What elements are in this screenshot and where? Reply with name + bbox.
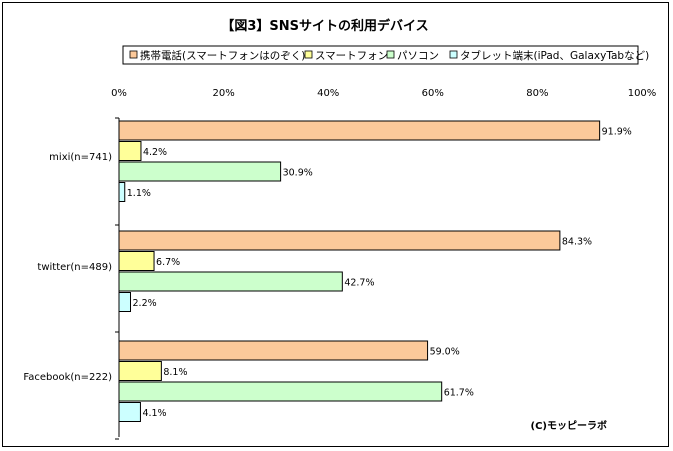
x-tick-label: 100% [628, 88, 657, 99]
bar-value-label: 4.2% [143, 147, 167, 158]
legend-label-3: タブレット端末(iPad、GalaxyTabなど) [460, 49, 649, 62]
legend-swatch-2 [386, 50, 395, 59]
bar-value-label: 61.7% [444, 388, 474, 399]
bar [118, 141, 142, 161]
bar-value-label: 4.1% [142, 408, 166, 419]
bar-value-label: 59.0% [430, 347, 460, 358]
bar-value-label: 2.2% [133, 298, 157, 309]
x-tick-label: 80% [526, 88, 548, 99]
x-tick-label: 20% [212, 88, 234, 99]
x-axis-ticks: 0% 20% 40% 60% 80% 100% [111, 88, 656, 99]
bar [118, 161, 282, 182]
bar [118, 230, 561, 251]
bar [118, 402, 141, 422]
category-label: Facebook(n=222) [23, 372, 112, 383]
legend-label-0: 携帯電話(スマートフォンはのぞく) [140, 49, 305, 62]
x-tick-label: 60% [422, 88, 444, 99]
bar [118, 251, 155, 271]
category-label: mixi(n=741) [49, 152, 112, 163]
bar [118, 120, 601, 141]
legend-label-1: スマートフォン [315, 50, 388, 62]
chart-title: 【図3】SNSサイトの利用デバイス [221, 18, 428, 34]
bars: 91.9% 4.2% 30.9% 1.1% 84.3% 6.7% 42.7% 2.2% 59.0… [118, 120, 632, 422]
chart-svg: 【図3】SNSサイトの利用デバイス 携帯電話(スマートフォンはのぞく) スマートフ… [23, 18, 656, 440]
bar [118, 182, 126, 202]
chart-frame: 【図3】SNSサイトの利用デバイス 携帯電話(スマートフォンはのぞく) スマートフ… [2, 2, 669, 447]
bar-value-label: 91.9% [602, 127, 632, 138]
bar-value-label: 6.7% [156, 257, 180, 268]
legend-swatch-1 [304, 50, 313, 59]
category-labels: mixi(n=741) twitter(n=489) Facebook(n=222) [23, 152, 112, 383]
bar [118, 361, 162, 381]
legend-swatch-3 [449, 50, 458, 59]
bar-value-label: 42.7% [344, 278, 374, 289]
legend-box [122, 45, 639, 65]
bar [118, 292, 132, 312]
category-label: twitter(n=489) [37, 262, 112, 273]
category-tick-marks [115, 117, 119, 440]
bar-value-label: 30.9% [283, 168, 313, 179]
x-tick-label: 0% [111, 88, 127, 99]
legend-label-2: パソコン [397, 50, 439, 62]
bar-value-label: 84.3% [562, 237, 592, 248]
legend-swatch-0 [129, 50, 138, 59]
bar-value-label: 1.1% [127, 188, 151, 199]
bar [118, 340, 429, 361]
bar [118, 381, 443, 402]
bar-value-label: 8.1% [163, 367, 187, 378]
x-tick-label: 40% [317, 88, 339, 99]
bar [118, 271, 343, 292]
credit-text: (C)モッピーラボ [531, 419, 607, 432]
legend: 携帯電話(スマートフォンはのぞく) スマートフォン パソコン タブレット端末(iPad… [129, 49, 649, 62]
